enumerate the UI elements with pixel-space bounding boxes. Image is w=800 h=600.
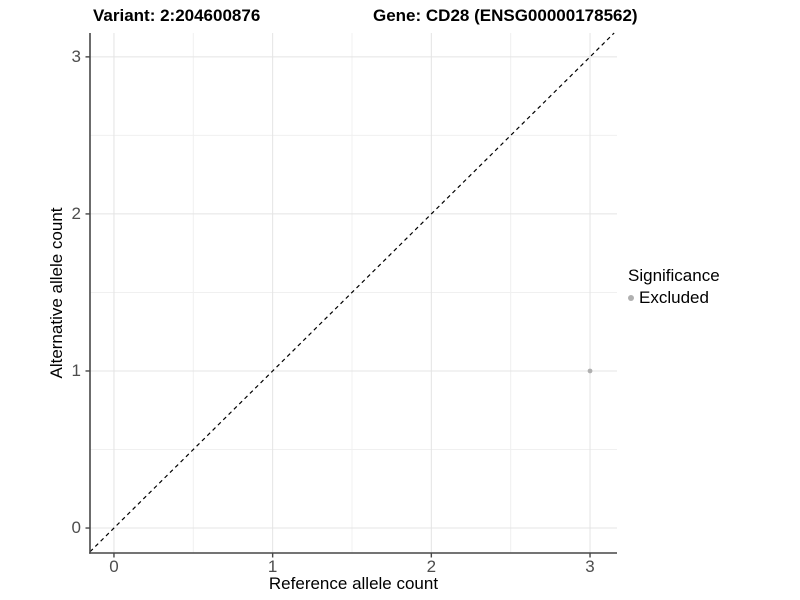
legend-items: Excluded [628, 289, 720, 307]
legend-item: Excluded [628, 289, 720, 307]
y-tick-label: 3 [71, 46, 81, 66]
x-tick-label: 3 [585, 557, 595, 576]
legend-label: Excluded [639, 288, 709, 307]
legend-key-dot-icon [628, 295, 634, 301]
x-tick-label: 2 [426, 557, 437, 576]
data-point [587, 368, 593, 374]
plot-title-variant: Variant: 2:204600876 [93, 6, 261, 25]
y-tick-label: 1 [71, 360, 81, 380]
legend: Significance Excluded [628, 266, 720, 307]
x-tick-label: 0 [109, 557, 119, 576]
identity-line [89, 32, 615, 553]
legend-title: Significance [628, 266, 720, 285]
x-axis-title: Reference allele count [268, 574, 439, 593]
y-axis-title: Alternative allele count [47, 207, 66, 379]
y-tick-label: 0 [71, 518, 81, 538]
plot-title-gene: Gene: CD28 (ENSG00000178562) [373, 6, 638, 25]
x-tick-label: 1 [267, 557, 278, 576]
y-tick-label: 2 [71, 203, 81, 223]
